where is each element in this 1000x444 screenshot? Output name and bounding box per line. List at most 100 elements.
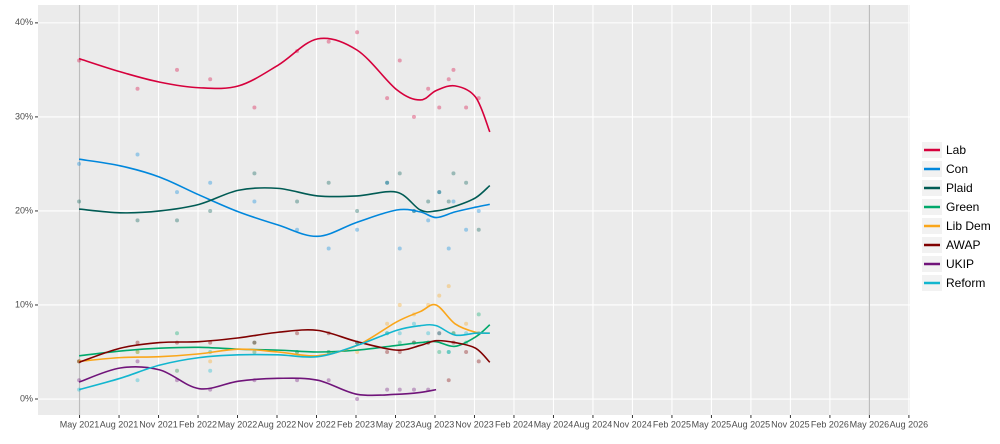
poll-point [326, 378, 331, 383]
poll-point [397, 302, 402, 307]
legend-label: Plaid [946, 181, 973, 195]
x-tick-label: Nov 2021 [139, 419, 178, 429]
poll-point [464, 180, 469, 185]
poll-point [385, 387, 390, 392]
x-tick-label: May 2022 [218, 419, 258, 429]
poll-point [397, 58, 402, 63]
poll-point [476, 359, 481, 364]
poll-point [295, 378, 300, 383]
poll-point [437, 105, 442, 110]
poll-point [385, 349, 390, 354]
x-tick-label: Aug 2022 [258, 419, 297, 429]
y-tick-label: 20% [15, 205, 33, 215]
poll-point [175, 368, 180, 373]
legend-label: Con [946, 162, 968, 176]
x-tick-label: Nov 2024 [613, 419, 652, 429]
poll-point [295, 199, 300, 204]
poll-point [175, 67, 180, 72]
x-tick-label: May 2023 [376, 419, 416, 429]
poll-point [411, 321, 416, 326]
legend-label: Reform [946, 276, 985, 290]
poll-point [397, 331, 402, 336]
poll-point [135, 359, 140, 364]
poll-point [385, 321, 390, 326]
poll-point [446, 246, 451, 251]
poll-point [437, 293, 442, 298]
y-tick-label: 30% [15, 111, 33, 121]
x-tick-label: Feb 2025 [653, 419, 691, 429]
y-tick-label: 0% [20, 393, 33, 403]
x-tick-label: May 2026 [850, 419, 890, 429]
poll-point [135, 349, 140, 354]
poll-point [135, 218, 140, 223]
poll-point [437, 331, 442, 336]
poll-point [355, 208, 360, 213]
poll-point [135, 378, 140, 383]
poll-point [426, 218, 431, 223]
poll-point [135, 340, 140, 345]
poll-point [464, 105, 469, 110]
poll-point [326, 246, 331, 251]
trend-line [78, 184, 491, 214]
poll-point [446, 349, 451, 354]
poll-point [446, 378, 451, 383]
poll-point [135, 86, 140, 91]
poll-point [355, 227, 360, 232]
trend-line [78, 37, 491, 133]
x-tick-label: May 2024 [534, 419, 574, 429]
poll-point [446, 284, 451, 289]
poll-point [208, 77, 213, 82]
poll-point [464, 227, 469, 232]
trend-line [78, 323, 490, 391]
legend-label: UKIP [946, 257, 974, 271]
x-tick-label: Nov 2023 [455, 419, 494, 429]
poll-point [476, 227, 481, 232]
poll-point [451, 171, 456, 176]
poll-point [451, 199, 456, 204]
trend-line [78, 329, 491, 364]
poll-point [397, 349, 402, 354]
y-tick-label: 10% [15, 299, 33, 309]
x-tick-label: May 2025 [692, 419, 732, 429]
poll-point [446, 349, 451, 354]
poll-point [175, 190, 180, 195]
poll-point [355, 30, 360, 35]
legend-label: AWAP [946, 238, 980, 252]
poll-point [252, 171, 257, 176]
poll-point [437, 190, 442, 195]
poll-point [208, 180, 213, 185]
x-tick-label: Nov 2025 [771, 419, 810, 429]
poll-point [252, 340, 257, 345]
poll-point [437, 190, 442, 195]
poll-point [446, 199, 451, 204]
poll-point [135, 349, 140, 354]
poll-point [464, 349, 469, 354]
poll-point [252, 199, 257, 204]
poll-point [208, 359, 213, 364]
x-tick-label: Nov 2022 [297, 419, 336, 429]
poll-point [385, 180, 390, 185]
x-tick-label: Aug 2025 [732, 419, 771, 429]
poll-point [426, 331, 431, 336]
poll-point [77, 161, 82, 166]
x-tick-label: Aug 2023 [416, 419, 455, 429]
poll-point [175, 218, 180, 223]
poll-point [426, 199, 431, 204]
poll-point [397, 171, 402, 176]
poll-point [295, 331, 300, 336]
x-tick-label: Feb 2026 [811, 419, 849, 429]
poll-point [476, 312, 481, 317]
poll-point [252, 349, 257, 354]
poll-point [437, 349, 442, 354]
poll-point [437, 331, 442, 336]
legend-label: Lab [946, 143, 966, 157]
poll-point [208, 208, 213, 213]
poll-point [476, 208, 481, 213]
poll-point [208, 368, 213, 373]
poll-point [397, 340, 402, 345]
poll-point [77, 199, 82, 204]
legend-label: Green [946, 200, 979, 214]
poll-point [446, 77, 451, 82]
poll-point [451, 67, 456, 72]
